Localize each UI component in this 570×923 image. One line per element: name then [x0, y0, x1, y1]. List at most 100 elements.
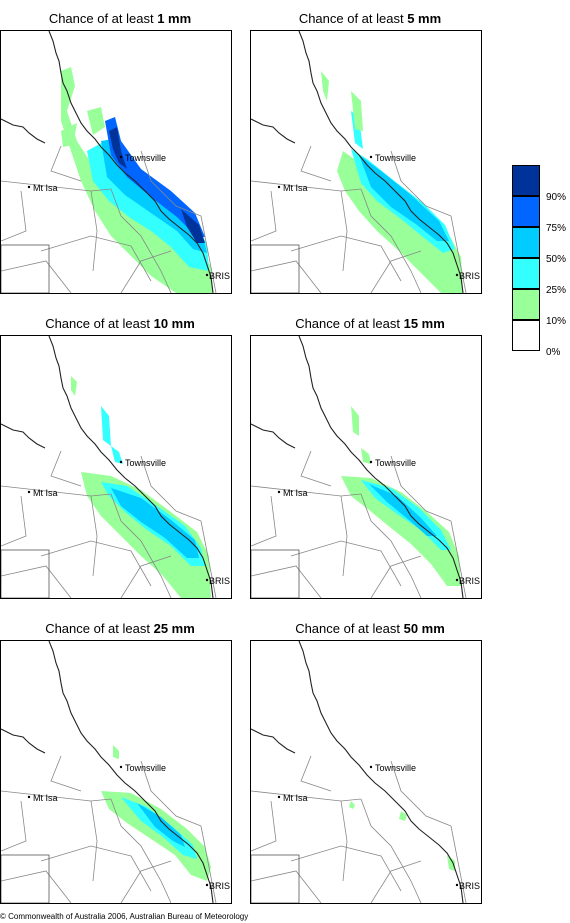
rainfall-zone [105, 117, 205, 237]
map-frame: Townsville Mt Isa BRIS [0, 335, 232, 599]
region-boundary [110, 493, 172, 598]
mt-isa-marker [27, 185, 31, 189]
region-boundary [40, 235, 152, 282]
region-boundary [370, 250, 422, 293]
townsville-label: Townsville [125, 153, 166, 163]
rainfall-zone [341, 476, 461, 586]
title-prefix: Chance of at least [298, 11, 408, 26]
panel-title: Chance of at least 1 mm [0, 10, 240, 28]
region-boundary [290, 845, 402, 892]
title-amount: 5 mm [407, 11, 442, 26]
coastline [48, 336, 214, 598]
coastline [1, 118, 46, 144]
rainfall-zone [101, 791, 211, 881]
region-boundary [251, 260, 322, 293]
region-boundary [50, 755, 82, 792]
copyright-notice: © Commonwealth of Australia 2006, Austra… [0, 912, 249, 921]
mt-isa-marker [277, 185, 281, 189]
map-frame: Townsville Mt Isa BRIS [250, 640, 482, 904]
region-boundary [300, 755, 332, 792]
coastline [48, 31, 214, 293]
panel-title: Chance of at least 10 mm [0, 315, 240, 333]
region-boundary [200, 520, 217, 598]
map-svg: Townsville Mt Isa BRIS [251, 31, 480, 293]
legend-label: 0% [546, 347, 561, 358]
rainfall-zone [101, 406, 111, 446]
region-boundary [360, 493, 422, 598]
region-boundary [1, 190, 27, 242]
bris-label: BRIS [209, 271, 230, 281]
title-amount: 1 mm [157, 11, 192, 26]
title-amount: 25 mm [153, 621, 195, 636]
region-boundary [90, 495, 98, 577]
bris-marker [205, 883, 209, 887]
legend-swatch-0-10 [512, 320, 540, 351]
mt-isa-label: Mt Isa [33, 488, 58, 498]
legend-label: 25% [546, 285, 567, 296]
legend-label: 90% [546, 192, 567, 203]
coastline [1, 423, 46, 449]
region-boundary [290, 235, 402, 282]
bris-marker [455, 273, 459, 277]
rainfall-zone [137, 803, 185, 847]
region-boundary [360, 798, 422, 903]
rainfall-zone [361, 448, 371, 464]
mt-isa-marker [27, 795, 31, 799]
region-boundary [1, 565, 72, 598]
map-svg: Townsville Mt Isa BRIS [1, 336, 230, 598]
map-frame: Townsville Mt Isa BRIS [0, 30, 232, 294]
region-boundary [140, 150, 202, 217]
region-boundary [50, 145, 82, 182]
bris-marker [455, 883, 459, 887]
townsville-label: Townsville [375, 763, 416, 773]
region-boundary [251, 870, 322, 903]
rainfall-zone [181, 209, 205, 243]
region-boundary [1, 495, 27, 547]
townsville-marker [369, 765, 373, 769]
region-boundary [200, 825, 217, 903]
region-boundary [1, 260, 72, 293]
inset-box [251, 244, 300, 293]
legend-swatch-90-100 [512, 165, 540, 196]
rainfall-zone [349, 801, 355, 809]
legend-swatch-25-50 [512, 258, 540, 289]
region-boundary [370, 555, 422, 598]
bris-label: BRIS [459, 271, 480, 281]
townsville-marker [119, 460, 123, 464]
region-boundary [390, 760, 452, 827]
rainfall-zone [351, 91, 363, 131]
mt-isa-marker [277, 490, 281, 494]
legend-swatch-75-90 [512, 196, 540, 227]
map-svg: Townsville Mt Isa BRIS [251, 336, 480, 598]
rainfall-zone [111, 446, 123, 464]
region-boundary [200, 215, 217, 293]
region-boundary [450, 825, 467, 903]
rainfall-zone [61, 123, 77, 147]
title-amount: 15 mm [403, 316, 445, 331]
panel-title: Chance of at least 5 mm [250, 10, 490, 28]
region-boundary [50, 450, 82, 487]
map-svg: Townsville Mt Isa BRIS [251, 641, 480, 903]
coastline [1, 728, 46, 754]
region-boundary [290, 540, 402, 587]
region-boundary [450, 215, 467, 293]
rainfall-zone [87, 107, 105, 135]
townsville-label: Townsville [125, 458, 166, 468]
region-boundary [251, 565, 322, 598]
bris-marker [455, 578, 459, 582]
map-svg: Townsville Mt Isa BRIS [1, 641, 230, 903]
region-boundary [450, 520, 467, 598]
region-boundary [110, 188, 172, 293]
mt-isa-label: Mt Isa [283, 183, 308, 193]
rainfall-zone [321, 71, 329, 101]
rainfall-zone [359, 155, 449, 241]
rainfall-zone [113, 745, 119, 759]
bris-marker [205, 578, 209, 582]
inset-box [251, 549, 300, 598]
legend-swatch-10-25 [512, 289, 540, 320]
probability-legend: 90% 75% 50% 25% 10% 0% [512, 165, 570, 358]
rainfall-zone [369, 484, 437, 536]
rainfall-zone [337, 151, 463, 293]
inset-box [1, 854, 50, 903]
region-boundary [251, 800, 277, 852]
